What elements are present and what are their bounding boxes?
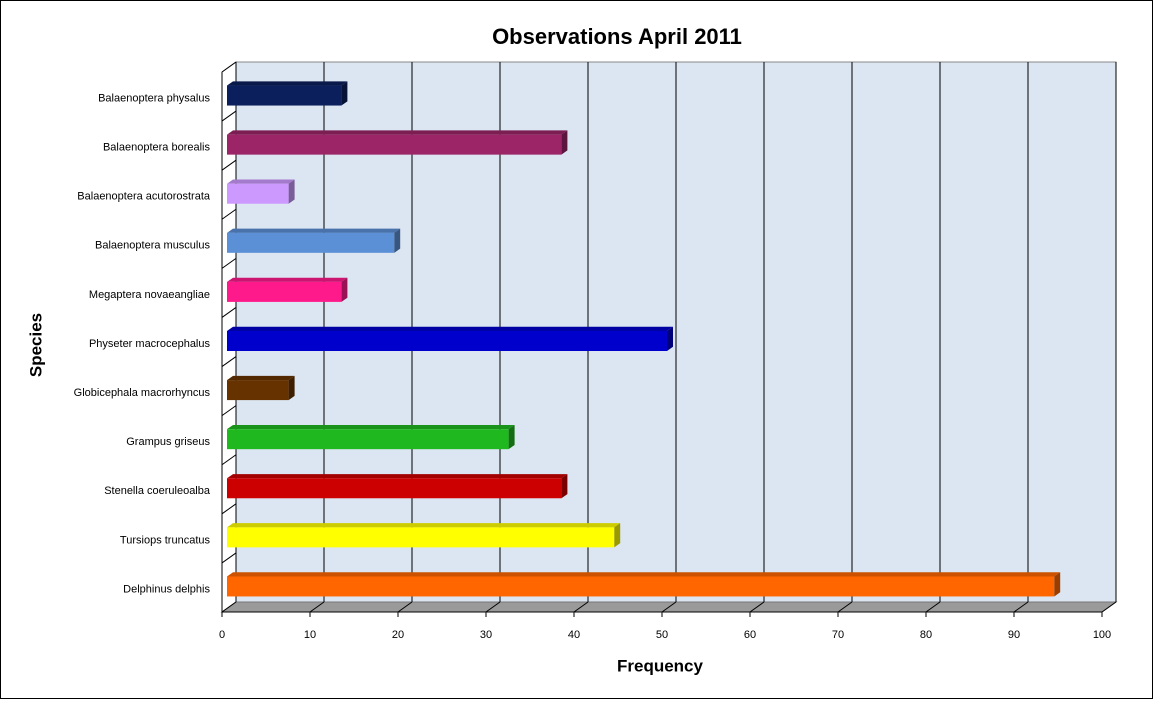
x-tick-label: 70 [832, 629, 844, 641]
bar [227, 326, 673, 351]
x-tick-label: 90 [1008, 629, 1020, 641]
bar-top [227, 572, 1061, 577]
x-axis-title: Frequency [617, 656, 704, 675]
y-tick [221, 454, 237, 466]
bar [227, 375, 295, 401]
y-tick [221, 159, 237, 171]
bar-front [227, 232, 395, 253]
bar [227, 81, 348, 106]
y-tick-label: Balaenoptera acutorostrata [77, 191, 211, 203]
y-tick [221, 552, 237, 564]
y-tick-label: Grampus griseus [126, 436, 210, 448]
bar-side [508, 424, 515, 450]
bar [227, 130, 568, 155]
x-tick-label: 20 [392, 629, 404, 641]
x-tick [1101, 601, 1117, 613]
x-tick [221, 601, 237, 613]
bar-front [227, 380, 289, 401]
y-tick [221, 61, 237, 73]
bar [227, 277, 348, 302]
bar-side [394, 228, 401, 253]
bar-front [227, 429, 509, 450]
y-tick-label: Balaenoptera borealis [103, 142, 211, 154]
y-tick [221, 110, 237, 122]
bar [227, 424, 515, 450]
x-tick [925, 601, 941, 613]
bar-side [667, 326, 673, 351]
y-tick [221, 405, 237, 417]
x-tick-label: 60 [744, 629, 756, 641]
chart-title: Observations April 2011 [492, 24, 742, 49]
x-tick-label: 10 [304, 629, 316, 641]
x-tick [837, 601, 853, 613]
x-tick-label: 80 [920, 629, 932, 641]
bar-top [227, 424, 515, 430]
bar-top [227, 474, 568, 479]
bar-front [227, 331, 667, 351]
bar-top [227, 228, 401, 233]
x-tick [485, 601, 501, 613]
bar-side [561, 130, 568, 155]
x-tick-label: 30 [480, 629, 492, 641]
bar-top [227, 277, 348, 282]
bar-side [341, 277, 348, 302]
bar-side [288, 375, 295, 401]
x-tick-label: 40 [568, 629, 580, 641]
bar [227, 523, 621, 548]
bar-side [561, 474, 568, 499]
bar-front [227, 478, 562, 499]
y-tick [221, 503, 237, 515]
x-tick-label: 100 [1093, 629, 1111, 641]
bar-front [227, 134, 562, 155]
x-tick-label: 50 [656, 629, 668, 641]
bar-side [341, 81, 348, 106]
bar-side [614, 523, 621, 548]
bar-top [227, 326, 673, 331]
y-tick [221, 257, 237, 269]
bar [227, 179, 295, 204]
bar-top [227, 179, 295, 184]
x-tick [397, 601, 413, 613]
x-tick [309, 601, 325, 613]
x-tick [1013, 601, 1029, 613]
bar-front [227, 85, 342, 106]
bar-top [227, 375, 295, 381]
y-tick-label: Delphinus delphis [123, 583, 210, 595]
x-tick [573, 601, 589, 613]
x-tick [661, 601, 677, 613]
bar [227, 228, 401, 253]
y-tick-label: Balaenoptera physalus [98, 92, 210, 104]
bar-top [227, 81, 348, 86]
y-tick-label: Megaptera novaeangliae [89, 289, 210, 301]
y-tick [221, 307, 237, 318]
y-tick-label: Globicephala macrorhyncus [74, 387, 211, 399]
y-tick [221, 356, 237, 367]
bar-front [227, 527, 615, 548]
bar [227, 572, 1061, 597]
bar-top [227, 523, 621, 528]
bar-side [288, 179, 295, 204]
y-tick-label: Physeter macrocephalus [89, 338, 211, 350]
bar-top [227, 130, 568, 135]
bar-side [1054, 572, 1061, 597]
x-tick [749, 601, 765, 613]
bar-front [227, 183, 289, 204]
y-tick-label: Stenella coeruleoalba [104, 485, 211, 497]
x-tick-label: 0 [219, 629, 225, 641]
bar-front [227, 281, 342, 302]
y-tick-label: Balaenoptera musculus [95, 240, 210, 252]
y-axis-title: Species [26, 313, 45, 377]
bar-front [227, 576, 1055, 597]
bar [227, 474, 568, 499]
y-tick [221, 208, 237, 220]
y-tick-label: Tursiops truncatus [120, 534, 211, 546]
